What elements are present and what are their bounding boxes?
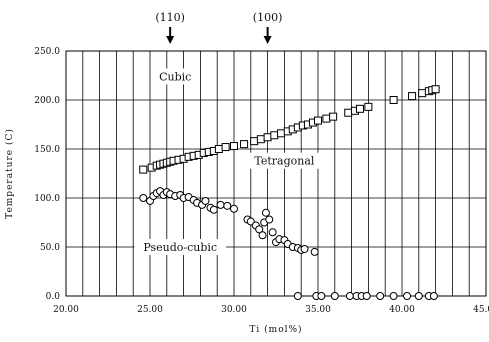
circle-marker-point — [389, 292, 398, 300]
square-marker-point — [256, 135, 265, 144]
x-tick-label: 45.00 — [473, 305, 489, 315]
square-marker-point — [240, 140, 249, 149]
circle-marker-point — [345, 292, 354, 300]
circle-marker-point — [230, 204, 238, 213]
square-marker-point — [221, 143, 230, 152]
circle-marker-point — [255, 225, 264, 234]
annotation-arrow-head — [166, 36, 175, 44]
y-tick-label: 50.0 — [40, 243, 60, 253]
square-marker-point — [250, 137, 259, 146]
circle-marker-point — [265, 215, 274, 224]
square-marker-point — [139, 165, 148, 174]
circle-marker-point — [362, 292, 371, 300]
plane-annotation-label: (100) — [253, 11, 283, 24]
x-tick-label: 35.00 — [305, 305, 331, 315]
x-tick-label: 20.00 — [53, 305, 79, 315]
data-series — [139, 85, 440, 300]
square-marker-point — [277, 129, 286, 138]
square-marker-point — [270, 131, 279, 140]
circle-marker-point — [376, 292, 385, 300]
square-marker-point — [431, 85, 440, 94]
square-marker-point — [418, 89, 427, 98]
circle-marker-point — [268, 228, 277, 237]
y-tick-label: 200.0 — [34, 96, 60, 106]
plot-area-frame — [65, 50, 487, 297]
circle-marker-point — [261, 208, 270, 217]
annotation-arrow-head — [263, 36, 272, 44]
square-marker-point — [389, 96, 398, 104]
circle-marker-point — [330, 292, 339, 300]
square-marker-point — [356, 104, 364, 113]
square-marker-point — [230, 142, 238, 151]
tick-labels: 20.00 25.00 30.00 35.00 40.00 45.00 0.0 50.0 100… — [34, 47, 489, 315]
circle-marker-point — [403, 292, 412, 300]
y-tick-label: 0.0 — [46, 292, 61, 302]
x-axis-title: Ti (mol%) — [249, 324, 302, 335]
square-marker-point — [344, 108, 353, 117]
y-tick-label: 100.0 — [34, 194, 60, 204]
region-label: Tetragonal — [254, 155, 315, 168]
x-tick-label: 25.00 — [137, 305, 163, 315]
region-label: Cubic — [159, 70, 191, 83]
x-tick-label: 30.00 — [221, 305, 247, 315]
circle-marker-point — [429, 292, 438, 300]
circle-marker-point — [414, 292, 423, 300]
square-marker-point — [329, 112, 338, 121]
circle-marker-point — [300, 244, 309, 253]
square-marker-point — [322, 114, 331, 123]
square-marker-point — [263, 133, 272, 142]
circle-marker-point — [201, 196, 210, 205]
y-tick-label: 150.0 — [34, 145, 60, 155]
circle-marker-point — [209, 205, 218, 214]
y-axis-title: Temperature (C) — [4, 128, 15, 219]
circle-marker-point — [216, 200, 225, 209]
circle-marker-point — [223, 201, 232, 210]
circle-marker-point — [139, 194, 148, 202]
circle-marker-point — [293, 292, 302, 300]
circle-marker-point — [317, 292, 326, 300]
plane-annotation-label: (110) — [155, 11, 185, 24]
circle-marker-point — [258, 231, 267, 240]
annotations: (110) (100) Cubic Tetragonal Pseudo-cubic — [134, 11, 324, 255]
x-tick-label: 40.00 — [389, 305, 415, 315]
square-marker-point — [214, 145, 223, 153]
region-label-background — [245, 152, 324, 169]
region-label: Pseudo-cubic — [143, 241, 217, 254]
gridlines — [66, 51, 486, 296]
square-marker-point — [314, 116, 322, 125]
square-marker-point — [408, 92, 417, 101]
region-label-background — [134, 238, 227, 255]
square-marker-point — [364, 102, 373, 111]
region-label-background — [153, 68, 198, 85]
circle-marker-point — [310, 247, 319, 256]
y-tick-label: 250.0 — [34, 47, 60, 57]
